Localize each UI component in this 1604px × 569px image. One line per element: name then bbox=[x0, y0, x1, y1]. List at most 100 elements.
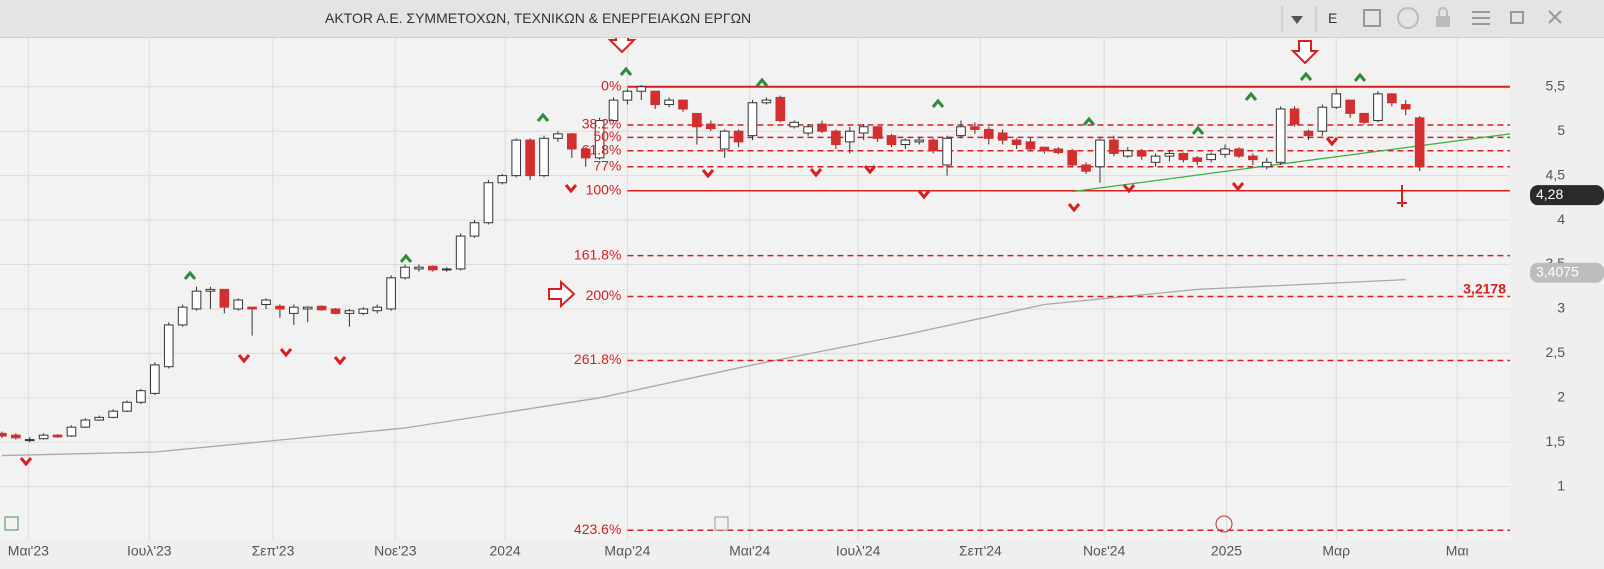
candle-body bbox=[1289, 108, 1300, 125]
toolbar-button[interactable]: E bbox=[1328, 10, 1338, 26]
candle-body bbox=[942, 137, 952, 166]
candle-body bbox=[11, 434, 21, 439]
candle-body bbox=[1414, 117, 1425, 168]
candle-body bbox=[219, 288, 230, 308]
candle-body bbox=[1275, 108, 1286, 163]
candle-body bbox=[664, 99, 674, 106]
candle-body bbox=[205, 288, 216, 292]
sell-signal bbox=[333, 356, 347, 366]
y-tick-label: 2,5 bbox=[1546, 344, 1566, 360]
candle-body bbox=[38, 434, 49, 440]
candle-body bbox=[511, 139, 522, 177]
fib-label: 261.8% bbox=[574, 351, 621, 367]
candle-body bbox=[1234, 148, 1244, 157]
candle-body bbox=[358, 308, 369, 314]
close-icon[interactable] bbox=[1548, 10, 1562, 24]
y-tick-label: 2 bbox=[1557, 389, 1565, 405]
candle-body bbox=[455, 235, 466, 270]
y-tick-label: 1 bbox=[1557, 477, 1565, 493]
fib-label: 38.2% bbox=[582, 116, 622, 132]
candle-body bbox=[1206, 153, 1216, 161]
candle-body bbox=[817, 123, 827, 132]
sell-signal bbox=[863, 165, 877, 175]
candle-body bbox=[956, 126, 966, 137]
y-tick-label: 5,5 bbox=[1546, 77, 1566, 93]
candle-body bbox=[330, 308, 341, 314]
candle-body bbox=[400, 266, 410, 279]
dropdown-icon[interactable] bbox=[1291, 16, 1303, 24]
x-tick-label: 2025 bbox=[1211, 543, 1242, 559]
sell-signal bbox=[564, 184, 578, 194]
candle-body bbox=[872, 126, 883, 139]
x-tick-label: Νοε'23 bbox=[374, 543, 417, 559]
sell-signal bbox=[1325, 137, 1339, 147]
candle-body bbox=[261, 299, 271, 305]
fib-label: 200% bbox=[586, 287, 622, 303]
buy-signal bbox=[399, 253, 413, 263]
candle-body bbox=[1081, 164, 1091, 172]
candle-body bbox=[1331, 93, 1342, 108]
candle-body bbox=[567, 133, 577, 150]
x-tick-label: Ιουλ'24 bbox=[836, 543, 881, 559]
sell-signal bbox=[19, 457, 33, 467]
candle-body bbox=[1192, 157, 1203, 162]
candle-body bbox=[928, 139, 938, 152]
candle-body bbox=[775, 96, 786, 122]
quote-icon[interactable] bbox=[1397, 7, 1419, 29]
candle-body bbox=[1317, 106, 1328, 132]
candle-body bbox=[1025, 141, 1036, 150]
candle-body bbox=[525, 139, 535, 177]
fib-label: 161.8% bbox=[574, 246, 621, 262]
candle-body bbox=[594, 120, 605, 159]
sell-signal bbox=[809, 168, 823, 178]
candle-body bbox=[497, 175, 508, 184]
fib-label: 61.8% bbox=[582, 141, 622, 157]
signal-arrow bbox=[548, 279, 576, 309]
candle-body bbox=[150, 364, 160, 394]
panel-icon[interactable] bbox=[1363, 9, 1381, 27]
candle-body bbox=[761, 99, 772, 104]
candle-body bbox=[886, 135, 897, 146]
price-tag-label: 4,28 bbox=[1536, 186, 1563, 202]
restore-icon[interactable] bbox=[1510, 11, 1524, 24]
candle-body bbox=[1400, 104, 1411, 110]
fib-label: 50% bbox=[593, 128, 621, 144]
x-tick-label: Σεπ'23 bbox=[252, 543, 295, 559]
menu-icon[interactable] bbox=[1472, 11, 1490, 25]
candle-body bbox=[302, 306, 313, 310]
candle-body bbox=[1067, 150, 1077, 166]
header-bar: AKTOR A.E. ΣΥΜΜΕΤΟΧΩΝ, ΤΕΧΝΙΚΩΝ & ΕΝΕΡΓΕ… bbox=[0, 0, 1604, 38]
candle-body bbox=[122, 401, 132, 412]
candle-body bbox=[983, 128, 994, 139]
candle-body bbox=[136, 390, 146, 403]
candle-body bbox=[344, 310, 355, 314]
candle-body bbox=[386, 277, 396, 310]
event-icon bbox=[1215, 515, 1233, 533]
candle-body bbox=[747, 102, 758, 137]
lock-icon[interactable] bbox=[1436, 16, 1450, 27]
candle-body bbox=[1359, 112, 1369, 123]
sell-signal bbox=[917, 190, 931, 200]
candle-body bbox=[177, 306, 188, 326]
candle-body bbox=[1345, 99, 1355, 114]
candle-body bbox=[858, 126, 869, 134]
price-tag-label: 3,4075 bbox=[1536, 263, 1579, 279]
candle-body bbox=[52, 434, 63, 438]
event-icon bbox=[714, 516, 729, 531]
candle-body bbox=[914, 139, 925, 143]
candle-body bbox=[66, 426, 77, 437]
x-tick-label: Σεπ'24 bbox=[959, 543, 1002, 559]
candle-body bbox=[803, 126, 813, 134]
buy-signal bbox=[1353, 72, 1367, 82]
buy-signal bbox=[931, 98, 945, 108]
candle-body bbox=[1095, 139, 1105, 168]
candle-body bbox=[1303, 130, 1314, 137]
candle-body bbox=[650, 90, 661, 106]
signal-arrow bbox=[607, 38, 637, 54]
candle-body bbox=[108, 410, 118, 418]
buy-signal bbox=[1191, 125, 1205, 135]
chart: 11,522,533,544,555,5Μαι'23Ιουλ'23Σεπ'23Ν… bbox=[0, 38, 1604, 559]
candle-body bbox=[1164, 152, 1175, 157]
sell-signal bbox=[1122, 184, 1136, 194]
candle-body bbox=[539, 137, 549, 177]
